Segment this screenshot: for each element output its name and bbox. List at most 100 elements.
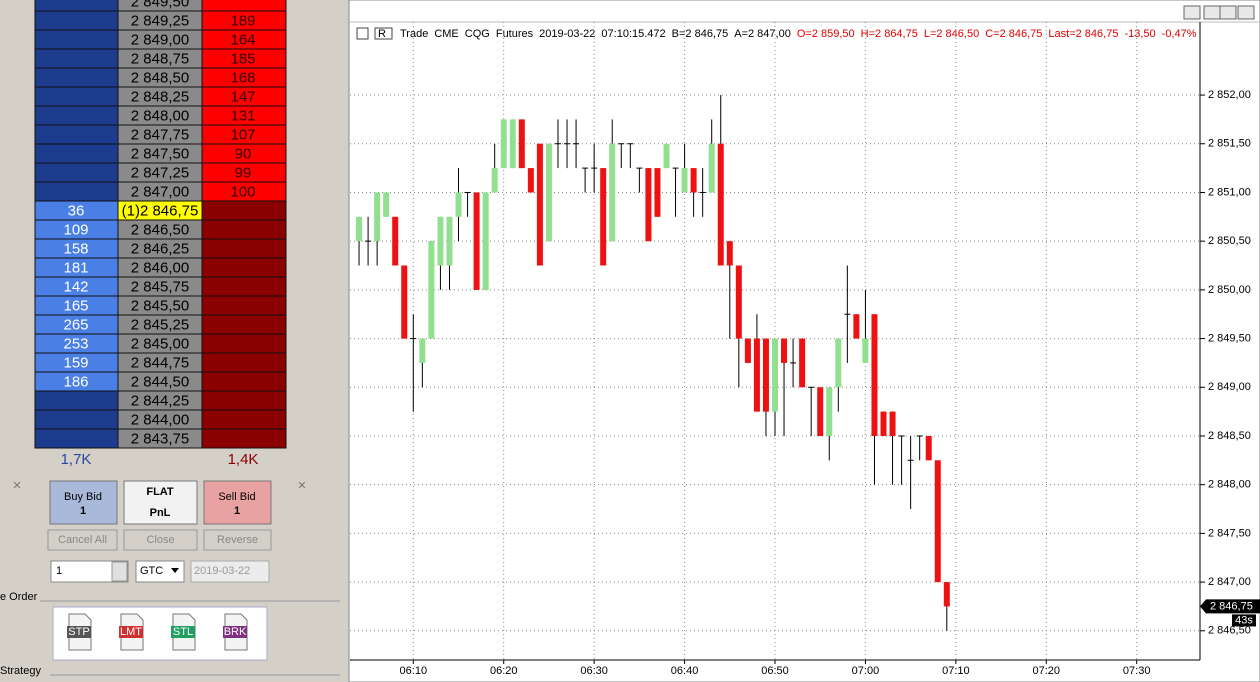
- header-item: A=2 847,00: [734, 28, 791, 40]
- order-types: STP LMT STL BRK: [67, 613, 248, 651]
- last-price-label: 2 846,75: [1210, 600, 1253, 612]
- bid-size: 265: [63, 316, 88, 333]
- strategy-section: Strategy: [0, 665, 41, 677]
- candle-body: [455, 192, 462, 217]
- candle-body: [853, 314, 860, 339]
- header-item: Trade: [400, 28, 428, 40]
- y-tick-label: 2 847,50: [1208, 527, 1251, 539]
- ask-cell: [201, 276, 287, 297]
- buy-label: Buy Bid: [64, 491, 102, 503]
- y-tick-label: 2 851,00: [1208, 186, 1251, 198]
- candle-body: [717, 143, 724, 266]
- candle-body: [753, 338, 760, 412]
- candle-body: [871, 314, 878, 436]
- sell-bid-button[interactable]: [203, 480, 272, 525]
- ask-size: 100: [230, 183, 255, 200]
- candle-body: [356, 216, 363, 242]
- ask-size: 185: [230, 50, 255, 67]
- candle-body: [509, 119, 516, 169]
- window-button[interactable]: [1183, 5, 1201, 20]
- r-button[interactable]: [374, 27, 393, 40]
- price: 2 847,25: [131, 164, 189, 181]
- header-item: CQG: [465, 28, 490, 40]
- price: 2 847,00: [131, 183, 189, 200]
- action-label: Cancel All: [58, 534, 107, 546]
- ask-size: 147: [230, 88, 255, 105]
- candle-body: [726, 241, 733, 266]
- flat-label: FLAT: [146, 486, 174, 498]
- ask-size: 107: [230, 126, 255, 143]
- bid-size: 253: [63, 335, 88, 352]
- header-item: Futures: [496, 28, 534, 40]
- bid-cell: [34, 48, 119, 69]
- buy-bid-button[interactable]: [49, 480, 118, 525]
- x-tick-label: 06:30: [580, 665, 608, 677]
- duration-select[interactable]: [135, 560, 185, 583]
- bid-cell: [34, 390, 119, 411]
- candle-body: [473, 192, 480, 290]
- price: 2 845,00: [131, 335, 189, 352]
- bid-size: 181: [63, 259, 88, 276]
- quantity-input[interactable]: [50, 560, 129, 583]
- price: 2 846,00: [131, 259, 189, 276]
- candle-body: [446, 216, 453, 266]
- candle-body: [428, 241, 435, 339]
- y-tick-label: 2 848,50: [1208, 430, 1251, 442]
- close-left[interactable]: ✕: [12, 480, 21, 492]
- order-type-label: LMT: [120, 626, 142, 638]
- ask-size: 189: [230, 12, 255, 29]
- order-type-label: BRK: [224, 626, 247, 638]
- close-right[interactable]: ✕: [297, 480, 306, 492]
- bid-cell: [34, 10, 119, 31]
- menu-button[interactable]: [356, 27, 369, 40]
- action-button[interactable]: [123, 529, 198, 551]
- price: (1)2 846,75: [122, 202, 199, 219]
- bid-size: 36: [68, 202, 85, 219]
- order-type-badge: [171, 626, 195, 638]
- price: 2 846,25: [131, 240, 189, 257]
- price: 2 847,75: [131, 126, 189, 143]
- window-button[interactable]: [1203, 5, 1221, 20]
- dropdown-arrow: [171, 568, 179, 573]
- bid-cell: [34, 409, 119, 430]
- action-button[interactable]: [203, 529, 272, 551]
- action-label: Reverse: [217, 534, 258, 546]
- y-tick-label: 2 849,00: [1208, 381, 1251, 393]
- spinner[interactable]: [111, 561, 128, 582]
- window-button[interactable]: [1237, 5, 1255, 20]
- duration-value: GTC: [140, 565, 163, 577]
- bid-cell: [34, 143, 119, 164]
- price: 2 848,75: [131, 50, 189, 67]
- action-button[interactable]: [47, 529, 118, 551]
- ask-cell: [201, 390, 287, 411]
- price: 2 846,50: [131, 221, 189, 238]
- timer: 43s: [1235, 614, 1253, 626]
- window-button[interactable]: [1219, 5, 1237, 20]
- dom-ladder: 2 849,50 2 849,25 189 2 849,00 164 2 848,75 18…: [34, 0, 287, 449]
- price: 2 849,50: [131, 0, 189, 10]
- flat-button[interactable]: [123, 480, 198, 525]
- order-type-badge: [119, 626, 143, 638]
- sell-qty: 1: [234, 505, 240, 517]
- price: 2 847,50: [131, 145, 189, 162]
- candle-body: [500, 119, 507, 169]
- candle-body: [518, 119, 525, 169]
- ask-cell: [201, 0, 287, 12]
- header-item: B=2 846,75: [672, 28, 729, 40]
- ask-size: 90: [235, 145, 252, 162]
- r-label: R: [378, 28, 386, 40]
- bid-size: 158: [63, 240, 88, 257]
- candle-body: [392, 216, 399, 266]
- header-item: -13,50: [1124, 28, 1155, 40]
- order-type-label: STL: [173, 626, 193, 638]
- y-tick-label: 2 847,00: [1208, 576, 1251, 588]
- bid-size: 109: [63, 221, 88, 238]
- candle-body: [862, 338, 869, 363]
- sell-label: Sell Bid: [218, 491, 255, 503]
- price: 2 848,00: [131, 107, 189, 124]
- x-tick-label: 07:30: [1123, 665, 1151, 677]
- chart: Trade CME CQG Futures 2019-03-22 07:10:15.472…: [350, 22, 1260, 677]
- candle-body: [708, 143, 715, 193]
- x-tick-label: 07:20: [1033, 665, 1061, 677]
